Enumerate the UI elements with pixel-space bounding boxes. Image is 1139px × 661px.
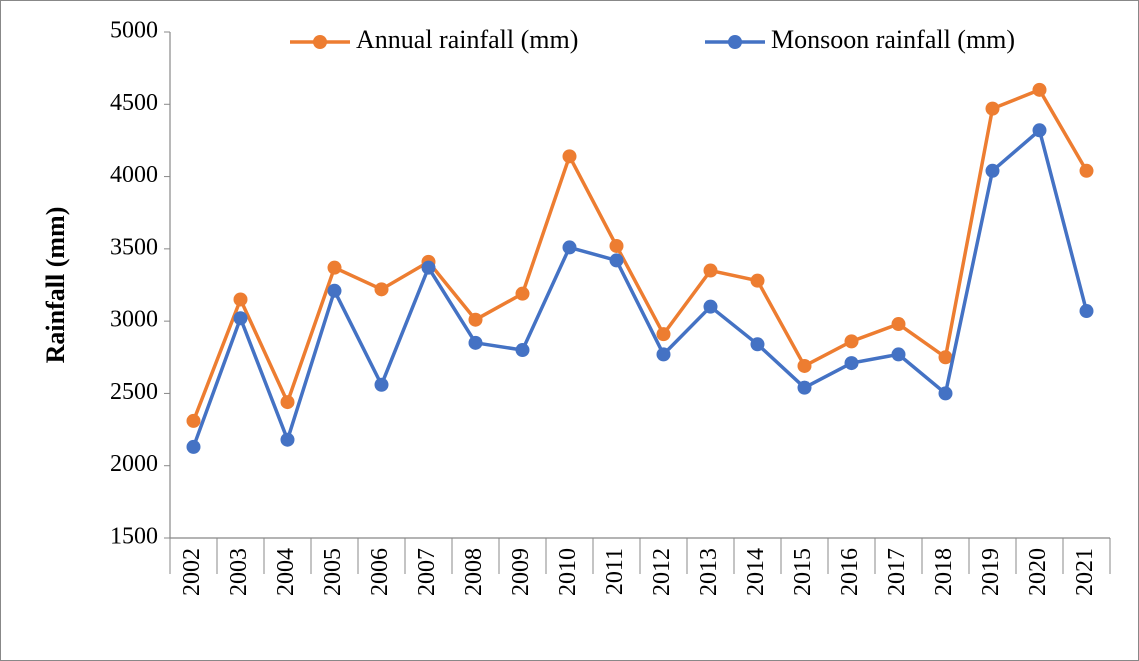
x-tick-label: 2002 [179,548,205,596]
y-tick-label: 2000 [110,451,158,477]
point [985,163,1000,178]
y-tick-label: 5000 [110,18,158,44]
series-line [191,127,1089,448]
point [1079,304,1094,319]
x-tick-label: 2009 [508,548,534,596]
x-tick-label: 2005 [320,548,346,596]
legend-marker [313,35,327,49]
x-tick-label: 2014 [743,548,769,596]
x-tick-label: 2013 [696,548,722,596]
point [562,240,577,255]
point [327,283,342,298]
point [844,356,859,371]
point [656,327,671,342]
x-tick-label: 2012 [649,548,675,596]
y-tick-label: 4000 [110,162,158,188]
point [750,337,765,352]
point [750,273,765,288]
point [891,347,906,362]
point [562,149,577,164]
point [985,101,1000,116]
point [1032,123,1047,138]
series-line [191,87,1089,422]
x-tick-label: 2020 [1025,548,1051,596]
legend-marker [728,35,742,49]
y-axis-label: Rainfall (mm) [41,207,70,364]
x-tick-label: 2007 [414,548,440,596]
x-tick-label: 2003 [226,548,252,596]
x-tick-label: 2019 [978,548,1004,596]
point [891,317,906,332]
point [938,386,953,401]
point [186,439,201,454]
point [233,311,248,326]
point [515,343,530,358]
point [374,377,389,392]
y-tick-label: 4500 [110,90,158,116]
point [186,413,201,428]
point [280,395,295,410]
point [468,335,483,350]
legend-label: Monsoon rainfall (mm) [771,25,1015,54]
x-tick-label: 2016 [837,548,863,596]
x-tick-label: 2008 [461,548,487,596]
point [233,292,248,307]
point [374,282,389,297]
point [609,253,624,268]
point [703,299,718,314]
y-tick-label: 3500 [110,234,158,260]
point [938,350,953,365]
y-tick-label: 3000 [110,307,158,333]
x-tick-label: 2010 [555,548,581,596]
x-tick-label: 2006 [367,548,393,596]
point [280,432,295,447]
x-tick-label: 2017 [884,548,910,596]
point [656,347,671,362]
x-tick-label: 2018 [931,548,957,596]
point [703,263,718,278]
legend-label: Annual rainfall (mm) [356,25,578,54]
point [609,238,624,253]
point [797,380,812,395]
point [844,334,859,349]
x-tick-label: 2015 [790,548,816,596]
point [1032,82,1047,97]
y-tick-label: 1500 [110,524,158,550]
point [327,260,342,275]
point [1079,163,1094,178]
y-tick-label: 2500 [110,379,158,405]
point [797,358,812,373]
point [515,286,530,301]
x-tick-label: 2011 [602,548,628,595]
x-tick-label: 2021 [1072,548,1098,596]
x-tick-label: 2004 [273,548,299,596]
point [421,260,436,275]
point [468,312,483,327]
